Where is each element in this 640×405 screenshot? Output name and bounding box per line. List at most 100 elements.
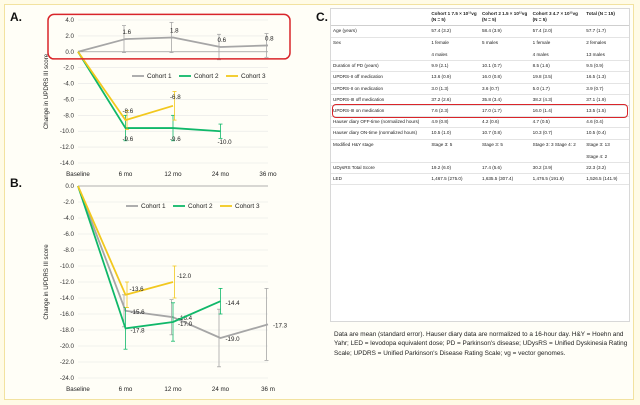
table-footnote: Data are mean (standard error). Hauser d… xyxy=(334,331,628,357)
data-label: -12.0 xyxy=(177,273,192,280)
x-tick-label: 24 mo xyxy=(212,386,230,391)
table-cell: 22.3 (3.2) xyxy=(584,162,629,175)
table-cell: 9.9 (2.1) xyxy=(429,60,480,73)
table-row-label: UPDRS-III on medication xyxy=(331,105,430,118)
data-label: -16.4 xyxy=(178,315,193,322)
x-tick-label: 36 mo xyxy=(259,171,277,178)
table-header-cell: Total (N = 15) xyxy=(584,9,629,27)
table-row: Hauser diary ON-time (normalized hours) 1… xyxy=(331,127,629,140)
table-row-label: UPDRS-III off medication xyxy=(331,94,430,106)
table-cell: 10.1 (0.7) xyxy=(479,60,531,73)
table-cell: Stage 3: 5 xyxy=(429,139,480,164)
y-axis-title: Change in UPDRS III score xyxy=(43,244,50,320)
x-tick-label: 6 mo xyxy=(119,386,133,391)
baseline-table-panel: Cohort 1 7.5 × 10¹¹vg (N = 5) Cohort 2 1.… xyxy=(330,8,630,322)
y-tick-label: 0.0 xyxy=(65,183,74,190)
y-tick-label: -12.0 xyxy=(60,144,75,151)
data-label: 1.8 xyxy=(170,27,179,34)
legend-label: Cohort 2 xyxy=(188,203,213,210)
y-tick-label: -24.0 xyxy=(60,375,75,382)
legend-label: Cohort 1 xyxy=(147,73,172,80)
table-row: UPDRS-III on medication 7.6 (2.3) 17.0 (1.… xyxy=(331,105,629,118)
table-row: Modified H&Y stage Stage 3: 5 Stage 3: 5 St… xyxy=(331,139,629,164)
table-cell: 37.2 (2.6) xyxy=(429,94,480,106)
table-cell: 57.4 (3.2) xyxy=(429,25,480,38)
data-label: -13.6 xyxy=(130,286,145,293)
y-tick-label: 0.0 xyxy=(65,49,74,56)
y-tick-label: -8.0 xyxy=(63,112,74,119)
series-line-cohort-3 xyxy=(77,51,174,121)
table-cell: 8.5 (1.6) xyxy=(530,60,585,73)
table-cell: 3.6 (0.7) xyxy=(479,83,531,95)
table-row: Hauser diary OFF-time (normalized hours)… xyxy=(331,116,629,129)
y-tick-label: -12.0 xyxy=(60,279,75,286)
y-tick-label: -8.0 xyxy=(63,247,74,254)
table-cell: 4.7 (0.5) xyxy=(530,116,585,129)
table-row-label: Hauser diary OFF-time (normalized hours) xyxy=(331,116,430,129)
x-tick-label: Baseline xyxy=(66,171,90,178)
data-label: -17.0 xyxy=(178,321,193,328)
table-cell: 1 female 4 males xyxy=(429,37,480,62)
panel-label-a: A. xyxy=(10,10,22,24)
table-cell: 35.8 (3.4) xyxy=(479,94,531,106)
series-line-cohort-1 xyxy=(77,36,269,53)
table-cell: 4.9 (0.8) xyxy=(429,116,480,129)
y-tick-label: -16.0 xyxy=(60,311,75,318)
table-cell: 5 males xyxy=(479,37,531,62)
table-cell: 16.5 (1.3) xyxy=(584,71,629,84)
table-cell: 3.0 (1.3) xyxy=(429,83,480,95)
table-cell: 38.2 (4.3) xyxy=(530,94,585,106)
table-cell: 16.0 (1.4) xyxy=(530,105,585,118)
data-label: -10.0 xyxy=(218,139,233,146)
y-tick-label: -4.0 xyxy=(63,81,74,88)
x-tick-label: 6 mo xyxy=(119,171,133,178)
table-cell: 10.5 (1.0) xyxy=(429,127,480,140)
y-tick-label: -22.0 xyxy=(60,359,75,366)
legend-label: Cohort 3 xyxy=(241,73,266,80)
data-label: 0.8 xyxy=(265,35,274,42)
table-row: UPDRS-III off medication 37.2 (2.6) 35.8 (… xyxy=(331,94,629,106)
legend-label: Cohort 1 xyxy=(141,203,166,210)
table-row-label: LED xyxy=(331,173,430,186)
table-cell: 5.0 (1.7) xyxy=(530,83,585,95)
panel-label-b: B. xyxy=(10,176,22,190)
table-cell: 58.4 (3.9) xyxy=(479,25,531,38)
table-cell: 16.0 (0.8) xyxy=(479,71,531,84)
highlight-box-chart-a xyxy=(47,13,291,60)
y-tick-label: -6.0 xyxy=(63,96,74,103)
series-line-cohort-2 xyxy=(77,51,221,133)
data-label: -19.0 xyxy=(226,336,241,343)
table-cell: 10.3 (0.7) xyxy=(530,127,585,140)
y-tick-label: -4.0 xyxy=(63,215,74,222)
table-row: LED 1,467.5 (275.0) 1,635.5 (307.4) 1,476.5… xyxy=(331,173,629,186)
data-label: 1.6 xyxy=(123,29,132,36)
table-cell: 57.7 (1.7) xyxy=(584,25,629,38)
table-cell: Stage 3: 13 Stage 4: 2 xyxy=(584,139,629,164)
table-header-cell: Cohort 3 4.7 × 10¹²vg (N = 5) xyxy=(530,9,585,27)
table-row-label: Duration of PD (years) xyxy=(331,60,430,73)
table-cell: 30.2 (3.9) xyxy=(530,162,585,175)
y-tick-label: -6.0 xyxy=(63,231,74,238)
data-label: -15.6 xyxy=(131,309,146,316)
table-body: Age (years) 57.4 (3.2) 58.4 (3.9) 57.4 (2.0… xyxy=(331,25,629,186)
series-line-cohort-3 xyxy=(77,185,174,296)
table-cell: 7.6 (2.3) xyxy=(429,105,480,118)
table-cell: 10.7 (0.8) xyxy=(479,127,531,140)
legend-label: Cohort 2 xyxy=(194,73,219,80)
table-cell: 13.5 (1.5) xyxy=(584,105,629,118)
table-cell: 19.8 (3.5) xyxy=(530,71,585,84)
table-cell: 17.0 (1.7) xyxy=(479,105,531,118)
table-cell: 1,635.5 (307.4) xyxy=(479,173,531,186)
table-cell: 4.6 (0.4) xyxy=(584,116,629,129)
data-label: -6.8 xyxy=(170,94,181,101)
y-tick-label: -2.0 xyxy=(63,65,74,72)
y-tick-label: -10.0 xyxy=(60,128,75,135)
chart-b: Change in UPDRS III score 0.0 -2.0 -4.0 -6.0… xyxy=(43,183,288,391)
table-cell: Stage 3: 3 Stage 4: 2 xyxy=(530,139,585,164)
table-row: Age (years) 57.4 (3.2) 58.4 (3.9) 57.4 (2.0… xyxy=(331,25,629,38)
table-row: Sex 1 female 4 males 5 males 1 female 4 mal… xyxy=(331,37,629,62)
table-row-label: Modified H&Y stage xyxy=(331,139,430,164)
x-tick-label: 36 m xyxy=(261,386,275,391)
data-label: -17.8 xyxy=(131,327,146,334)
table-header-row: Cohort 1 7.5 × 10¹¹vg (N = 5) Cohort 2 1.… xyxy=(331,9,629,27)
